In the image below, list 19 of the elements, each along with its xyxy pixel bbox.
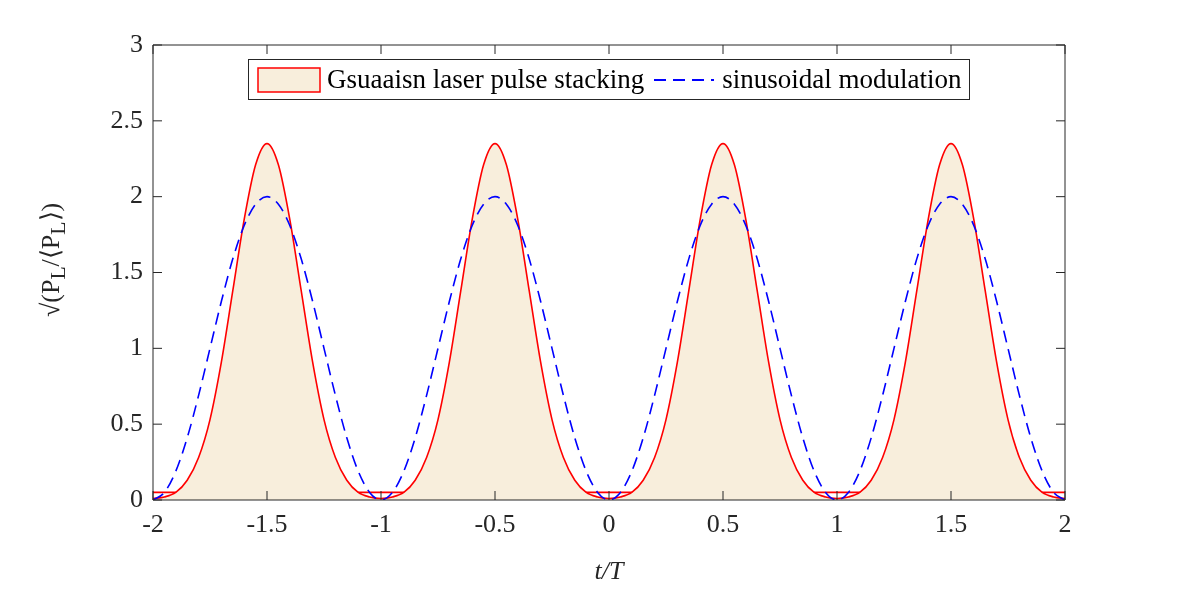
y-tick-label: 3 xyxy=(130,28,143,58)
x-tick-label: 0 xyxy=(602,509,616,539)
x-tick-label: -0.5 xyxy=(474,509,516,539)
x-tick-label: 0.5 xyxy=(706,509,740,539)
legend-label: sinusoidal modulation xyxy=(722,64,962,95)
y-tick-label: 2.5 xyxy=(110,104,143,134)
y-tick-label: 1.5 xyxy=(110,256,143,286)
x-tick-label: -2 xyxy=(142,509,164,539)
legend-label: Gsuaaisn laser pulse stacking xyxy=(327,64,645,95)
x-tick-label: -1.5 xyxy=(246,509,288,539)
x-tick-label: -1 xyxy=(370,509,392,539)
x-tick-label: 1.5 xyxy=(934,509,968,539)
y-tick-label: 0.5 xyxy=(110,407,143,437)
x-tick-label: 2 xyxy=(1058,509,1072,539)
x-axis-title: t/T xyxy=(594,556,625,586)
y-tick-label: 0 xyxy=(130,483,143,513)
y-tick-label: 1 xyxy=(130,332,143,362)
x-tick-label: 1 xyxy=(830,509,844,539)
y-tick-label: 2 xyxy=(130,180,143,210)
